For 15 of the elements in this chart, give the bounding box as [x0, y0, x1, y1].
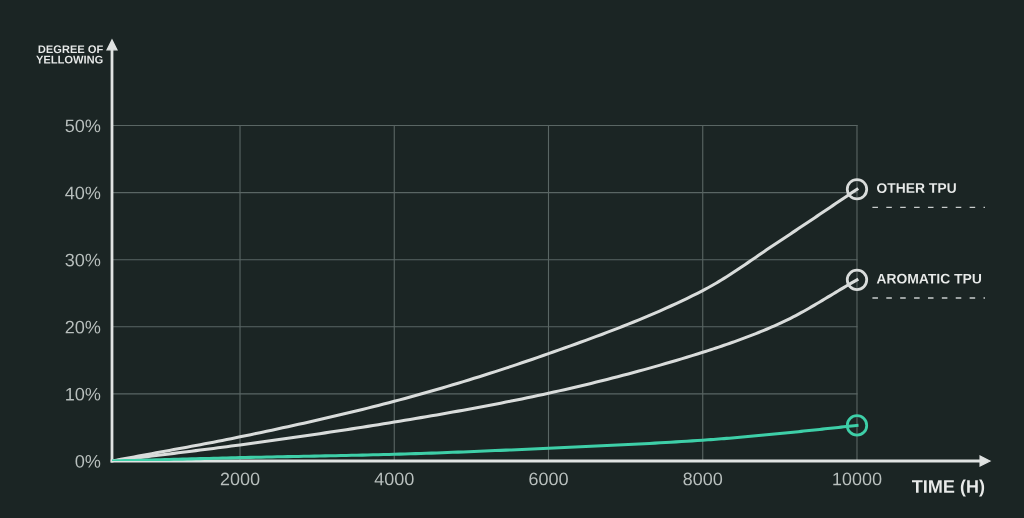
x-tick-label: 4000 [374, 472, 414, 486]
y-axis-title: DEGREE OF YELLOWING [36, 45, 103, 64]
series-label: AROMATIC TPU [876, 273, 982, 284]
y-tick-label: 10% [66, 387, 101, 401]
y-tick-label: 40% [65, 186, 101, 200]
y-tick-label: 30% [65, 253, 101, 267]
x-tick-label: 8000 [683, 472, 723, 486]
y-tick-label: 0% [75, 454, 101, 468]
x-tick-label: 6000 [529, 472, 568, 486]
y-tick-label: 20% [65, 320, 101, 334]
x-tick-label: 10000 [833, 472, 882, 486]
series-label: OTHER TPU [877, 183, 956, 193]
x-axis-title: TIME (H) [912, 479, 985, 497]
y-tick-label: 50% [65, 119, 101, 133]
x-tick-label: 2000 [220, 472, 260, 486]
